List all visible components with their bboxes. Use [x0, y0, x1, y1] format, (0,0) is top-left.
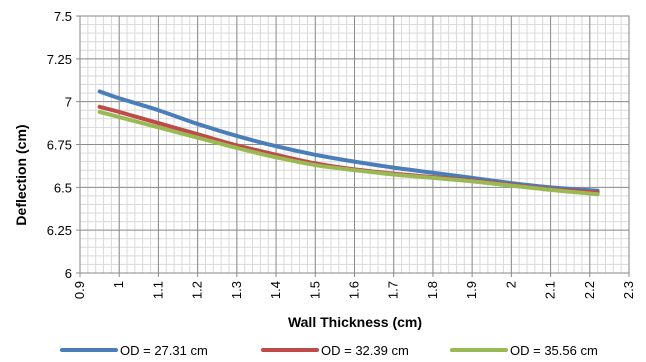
y-tick-label: 6: [65, 266, 72, 281]
legend: OD = 27.31 cm OD = 32.39 cm OD = 35.56 cm: [60, 343, 598, 358]
x-tick-label: 1.8: [425, 281, 440, 299]
legend-label-1: OD = 27.31 cm: [120, 343, 208, 358]
y-tick-label: 7: [65, 95, 72, 110]
x-tick-label: 1: [111, 281, 126, 288]
legend-label-2: OD = 32.39 cm: [321, 343, 409, 358]
plot-area-border: [79, 15, 630, 274]
x-tick-label: 0.9: [72, 281, 87, 299]
x-axis-tick-labels: 0.9 1 1.1 1.2 1.3 1.4 1.5 1.6 1.7 1.8 1.9 2 2.1 2.2 2.…: [72, 281, 636, 299]
y-axis-tick-labels: 6 6.25 6.5 6.75 7 7.25 7.5: [47, 9, 72, 281]
x-tick-label: 1.4: [268, 281, 283, 299]
y-axis-title: Deflection (cm): [13, 124, 29, 225]
series-line-3: [97, 109, 600, 197]
x-axis-title: Wall Thickness (cm): [288, 314, 422, 330]
legend-label-3: OD = 35.56 cm: [510, 343, 598, 358]
x-tick-label: 2.1: [543, 281, 558, 299]
x-tick-label: 1.2: [190, 281, 205, 299]
x-tick-label: 2: [503, 281, 518, 288]
x-tick-label: 1.6: [347, 281, 362, 299]
series-lines: [97, 89, 600, 197]
x-tick-label: 2.3: [621, 281, 636, 299]
y-tick-label: 7.25: [47, 52, 72, 67]
x-tick-label: 1.9: [464, 281, 479, 299]
y-tick-label: 7.5: [54, 9, 72, 24]
x-tick-label: 1.3: [229, 281, 244, 299]
x-tick-label: 1.1: [150, 281, 165, 299]
x-tick-label: 1.5: [307, 281, 322, 299]
x-tick-label: 2.2: [582, 281, 597, 299]
x-tick-label: 1.7: [386, 281, 401, 299]
y-tick-label: 6.75: [47, 138, 72, 153]
y-tick-label: 6.5: [54, 180, 72, 195]
y-tick-label: 6.25: [47, 223, 72, 238]
